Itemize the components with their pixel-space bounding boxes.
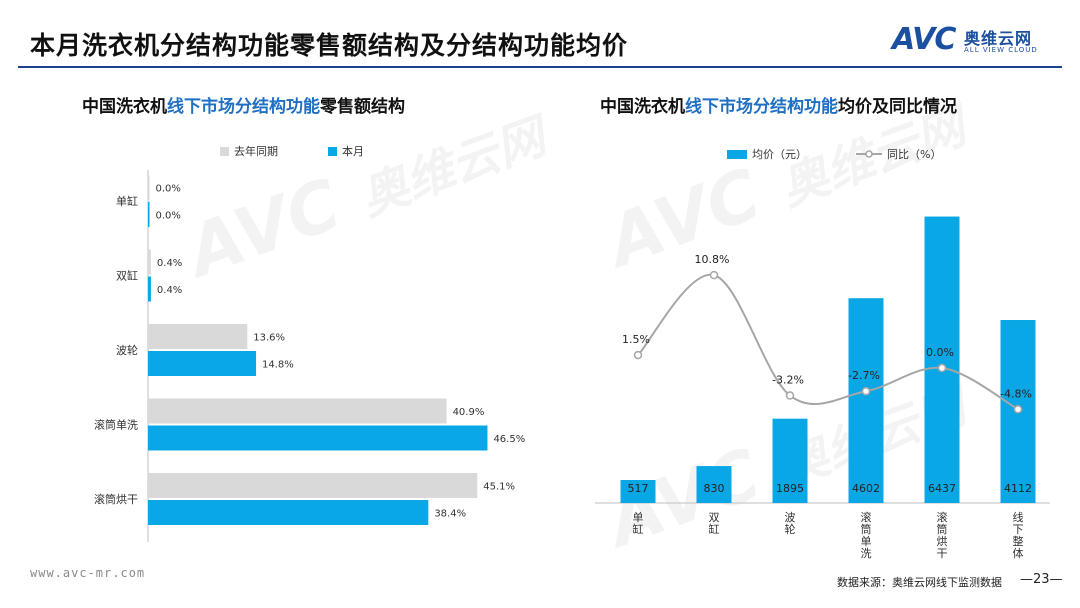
legend-yoy: 同比（%） bbox=[856, 146, 941, 162]
yoy-value-label: 0.0% bbox=[926, 346, 954, 359]
category-label: 双缸 bbox=[116, 269, 138, 283]
price-value-label: 830 bbox=[704, 482, 725, 495]
legend-avg-price: 均价（元） bbox=[727, 146, 807, 162]
bar-last-year bbox=[148, 175, 150, 200]
yoy-value-label: -4.8% bbox=[1000, 387, 1032, 400]
bar-value-label: 13.6% bbox=[253, 333, 285, 344]
legend-line-swatch bbox=[856, 150, 882, 158]
legend-this-month: 本月 bbox=[328, 143, 364, 159]
yoy-value-label: 1.5% bbox=[622, 333, 650, 346]
bar-this-month bbox=[148, 425, 488, 451]
bar-last-year bbox=[148, 473, 478, 498]
category-label: 波轮 bbox=[116, 343, 138, 357]
left-chart-title: 中国洗衣机线下市场分结构功能零售额结构 bbox=[82, 92, 405, 117]
bar-value-label: 0.0% bbox=[156, 211, 181, 222]
bar-value-label: 14.8% bbox=[262, 360, 294, 371]
price-value-label: 4112 bbox=[1004, 482, 1032, 495]
bar-this-month bbox=[148, 202, 150, 227]
yoy-point bbox=[937, 363, 947, 373]
price-value-label: 1895 bbox=[776, 482, 804, 495]
yoy-value-label: -2.7% bbox=[848, 369, 880, 382]
page-title: 本月洗衣机分结构功能零售额结构及分结构功能均价 bbox=[30, 31, 629, 60]
left-title-highlight: 线下市场分结构功能 bbox=[167, 97, 320, 117]
legend-swatch-blue bbox=[328, 146, 337, 156]
legend-label: 去年同期 bbox=[234, 145, 278, 158]
right-title-post: 均价及同比情况 bbox=[838, 97, 957, 117]
logo-cn-text: 奥维云网 bbox=[964, 29, 1033, 48]
price-bar bbox=[696, 466, 732, 503]
legend-label: 均价（元） bbox=[752, 148, 807, 161]
bar-this-month bbox=[148, 276, 151, 302]
price-value-label: 4602 bbox=[852, 482, 880, 495]
data-source-note: 数据来源：奥维云网线下监测数据 bbox=[837, 576, 1002, 589]
brand-logo: AVC 奥维云网 ALL VIEW CLOUD bbox=[892, 22, 1062, 57]
bar-this-month bbox=[148, 351, 257, 376]
logo-mark: AVC bbox=[892, 22, 956, 57]
price-value-label: 517 bbox=[628, 482, 649, 495]
legend-swatch-grey bbox=[220, 146, 229, 156]
yoy-point bbox=[861, 386, 871, 396]
right-title-highlight: 线下市场分结构功能 bbox=[685, 97, 838, 117]
page-number: —23— bbox=[1020, 572, 1063, 587]
yoy-point bbox=[785, 391, 795, 400]
logo-en-text: ALL VIEW CLOUD bbox=[964, 46, 1038, 54]
bar-value-label: 38.4% bbox=[434, 509, 466, 520]
category-label: 单缸 bbox=[633, 511, 644, 536]
bar-this-month bbox=[148, 500, 429, 525]
yoy-value-label: -3.2% bbox=[772, 374, 804, 387]
bar-value-label: 0.0% bbox=[156, 184, 181, 195]
right-chart-title: 中国洗衣机线下市场分结构功能均价及同比情况 bbox=[600, 92, 957, 117]
price-bar bbox=[620, 479, 656, 503]
legend-last-year: 去年同期 bbox=[220, 143, 278, 159]
title-divider bbox=[18, 66, 1062, 68]
category-label: 滚筒烘干 bbox=[94, 492, 138, 506]
category-label: 双缸 bbox=[709, 511, 720, 536]
footer-url: www.avc-mr.com bbox=[30, 566, 146, 580]
category-label: 单缸 bbox=[116, 194, 138, 208]
yoy-value-label: 10.8% bbox=[695, 253, 730, 266]
bar-last-year bbox=[148, 324, 248, 349]
category-label: 滚筒单洗 bbox=[861, 510, 872, 560]
yoy-line bbox=[637, 274, 1019, 411]
retail-structure-bar-chart: 单缸 0.0% 0.0% 双缸 0.4% 0.4% 波轮 13.6% 14.8% 滚筒单洗 40.9… bbox=[94, 170, 525, 542]
yoy-point bbox=[633, 350, 643, 360]
left-title-pre: 中国洗衣机 bbox=[82, 97, 167, 117]
legend-swatch-blue bbox=[727, 149, 747, 159]
yoy-point bbox=[1013, 405, 1023, 414]
left-title-post: 零售额结构 bbox=[320, 97, 405, 117]
legend-label: 本月 bbox=[342, 145, 364, 158]
category-label: 线下整体 bbox=[1013, 510, 1024, 560]
price-bar bbox=[924, 216, 960, 503]
right-title-pre: 中国洗衣机 bbox=[600, 97, 685, 117]
price-bar bbox=[772, 418, 808, 503]
bar-value-label: 0.4% bbox=[157, 285, 182, 296]
price-value-label: 6437 bbox=[928, 482, 956, 495]
bar-value-label: 45.1% bbox=[483, 482, 515, 493]
yoy-point bbox=[709, 270, 719, 280]
legend-label: 同比（%） bbox=[887, 148, 942, 161]
bar-value-label: 0.4% bbox=[157, 258, 182, 269]
avg-price-yoy-chart: 517 单缸 830 双缸 1895 波轮 4602 滚筒单洗 6437 滚筒烘干 4112 线下整体… bbox=[595, 216, 1050, 560]
category-label: 波轮 bbox=[785, 511, 796, 536]
bar-last-year bbox=[148, 249, 151, 275]
price-bar bbox=[848, 298, 884, 503]
bar-value-label: 46.5% bbox=[493, 434, 525, 445]
category-label: 滚筒单洗 bbox=[94, 418, 138, 432]
category-label: 滚筒烘干 bbox=[937, 510, 948, 560]
bar-value-label: 40.9% bbox=[453, 407, 485, 418]
bar-last-year bbox=[148, 398, 447, 424]
